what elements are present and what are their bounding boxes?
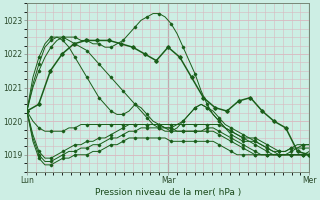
X-axis label: Pression niveau de la mer( hPa ): Pression niveau de la mer( hPa ) xyxy=(95,188,241,197)
